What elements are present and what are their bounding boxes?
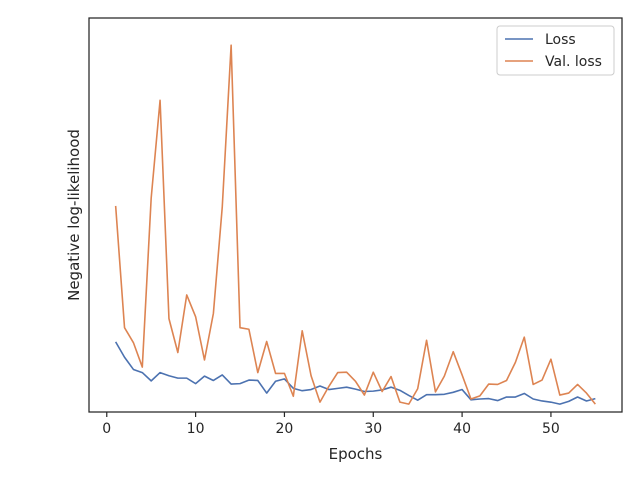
x-tick-label: 40 — [453, 421, 471, 437]
x-tick-label: 30 — [364, 421, 382, 437]
x-tick-label: 20 — [276, 421, 294, 437]
series-line-val-loss — [114, 44, 596, 405]
x-axis-ticks: 0 10 20 30 40 50 — [102, 412, 560, 437]
x-tick-label: 10 — [187, 421, 205, 437]
legend-label-loss: Loss — [545, 32, 576, 48]
series-lines — [114, 44, 596, 405]
y-axis-label: Negative log-likelihood — [65, 129, 83, 301]
legend-label-val-loss: Val. loss — [545, 54, 602, 70]
legend: Loss Val. loss — [496, 25, 615, 76]
series-line-loss — [114, 341, 596, 405]
x-axis-label: Epochs — [329, 445, 383, 463]
plot-frame — [88, 17, 623, 413]
x-tick-label: 0 — [102, 421, 111, 437]
x-tick-label: 50 — [542, 421, 560, 437]
